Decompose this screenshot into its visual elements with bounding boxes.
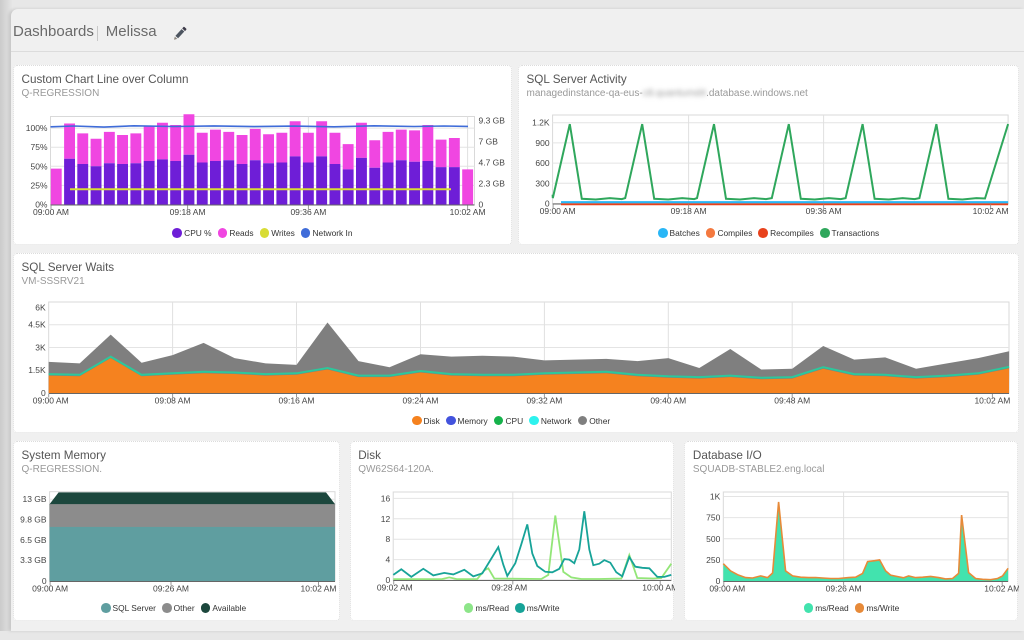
svg-text:900: 900 [535, 138, 549, 148]
svg-text:1.2K: 1.2K [532, 118, 550, 128]
svg-text:0: 0 [716, 576, 721, 586]
svg-text:09:00 AM: 09:00 AM [540, 206, 576, 216]
svg-text:0: 0 [42, 576, 47, 586]
svg-text:10:02 AM: 10:02 AM [985, 584, 1020, 594]
svg-text:09:26 AM: 09:26 AM [153, 584, 189, 594]
svg-text:10:02 AM: 10:02 AM [450, 207, 486, 217]
svg-text:0%: 0% [35, 200, 48, 210]
svg-text:10:02 AM: 10:02 AM [301, 584, 337, 594]
svg-text:3.3 GB: 3.3 GB [20, 555, 47, 565]
svg-text:09:00 AM: 09:00 AM [33, 207, 69, 217]
svg-text:4.7 GB: 4.7 GB [479, 158, 506, 168]
svg-text:09:40 AM: 09:40 AM [650, 396, 686, 406]
svg-text:09:36 AM: 09:36 AM [290, 207, 326, 217]
svg-text:1K: 1K [710, 492, 721, 502]
svg-text:10:00 AM: 10:00 AM [642, 583, 675, 593]
svg-text:600: 600 [535, 158, 549, 168]
svg-text:12: 12 [380, 514, 390, 524]
svg-text:09:28 AM: 09:28 AM [491, 583, 527, 593]
svg-text:09:24 AM: 09:24 AM [403, 396, 439, 406]
svg-text:4: 4 [385, 555, 390, 565]
svg-text:09:18 AM: 09:18 AM [170, 207, 206, 217]
svg-text:09:36 AM: 09:36 AM [806, 206, 842, 216]
svg-text:09:26 AM: 09:26 AM [826, 584, 862, 594]
svg-text:9.8 GB: 9.8 GB [20, 514, 47, 524]
svg-text:8: 8 [385, 534, 390, 544]
svg-text:09:08 AM: 09:08 AM [155, 396, 191, 406]
svg-text:6K: 6K [35, 303, 46, 313]
svg-text:25%: 25% [30, 180, 47, 190]
svg-text:9.3 GB: 9.3 GB [479, 116, 506, 126]
svg-text:0: 0 [479, 200, 484, 210]
svg-text:50%: 50% [30, 161, 47, 171]
svg-text:300: 300 [535, 178, 549, 188]
svg-text:0: 0 [41, 388, 46, 398]
svg-text:250: 250 [707, 555, 721, 565]
svg-text:2.3 GB: 2.3 GB [479, 179, 506, 189]
svg-text:13 GB: 13 GB [22, 494, 46, 504]
svg-text:4.5K: 4.5K [28, 320, 46, 330]
svg-text:1.5K: 1.5K [28, 365, 46, 375]
svg-text:3K: 3K [35, 343, 46, 353]
svg-text:09:16 AM: 09:16 AM [279, 396, 315, 406]
svg-text:0: 0 [545, 199, 550, 209]
svg-text:09:32 AM: 09:32 AM [526, 396, 562, 406]
svg-text:6.5 GB: 6.5 GB [20, 535, 47, 545]
svg-text:09:18 AM: 09:18 AM [671, 206, 707, 216]
svg-text:100%: 100% [26, 123, 48, 133]
svg-text:09:02 AM: 09:02 AM [377, 583, 413, 593]
svg-text:10:02 AM: 10:02 AM [974, 396, 1010, 406]
svg-text:16: 16 [380, 493, 390, 503]
svg-text:75%: 75% [30, 142, 47, 152]
svg-text:09:48 AM: 09:48 AM [774, 396, 810, 406]
svg-text:7 GB: 7 GB [479, 137, 499, 147]
svg-text:09:00 AM: 09:00 AM [32, 584, 68, 594]
svg-text:0: 0 [385, 575, 390, 585]
svg-text:10:02 AM: 10:02 AM [973, 206, 1009, 216]
svg-text:750: 750 [707, 513, 721, 523]
svg-text:09:00 AM: 09:00 AM [33, 396, 69, 406]
svg-text:500: 500 [707, 534, 721, 544]
svg-text:09:00 AM: 09:00 AM [710, 584, 746, 594]
